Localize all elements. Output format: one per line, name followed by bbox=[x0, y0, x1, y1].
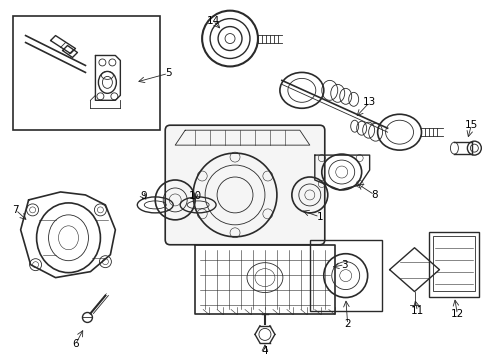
Text: 8: 8 bbox=[371, 190, 378, 200]
Text: 1: 1 bbox=[317, 212, 323, 222]
Text: 11: 11 bbox=[411, 306, 424, 316]
Text: 10: 10 bbox=[189, 191, 202, 201]
Text: 6: 6 bbox=[72, 339, 79, 349]
FancyBboxPatch shape bbox=[165, 125, 325, 245]
Text: 7: 7 bbox=[12, 205, 19, 215]
Text: 9: 9 bbox=[140, 191, 147, 201]
Text: 3: 3 bbox=[342, 260, 348, 270]
Text: 4: 4 bbox=[262, 346, 268, 356]
Text: 2: 2 bbox=[344, 319, 351, 329]
Text: 12: 12 bbox=[451, 310, 464, 319]
Bar bbox=[434, 236, 475, 291]
Bar bbox=[13, 15, 160, 130]
Text: 14: 14 bbox=[206, 15, 220, 26]
Text: 5: 5 bbox=[165, 68, 172, 78]
Bar bbox=[310, 240, 382, 311]
Text: 15: 15 bbox=[465, 120, 478, 130]
Bar bbox=[429, 232, 479, 297]
Text: 13: 13 bbox=[363, 97, 376, 107]
